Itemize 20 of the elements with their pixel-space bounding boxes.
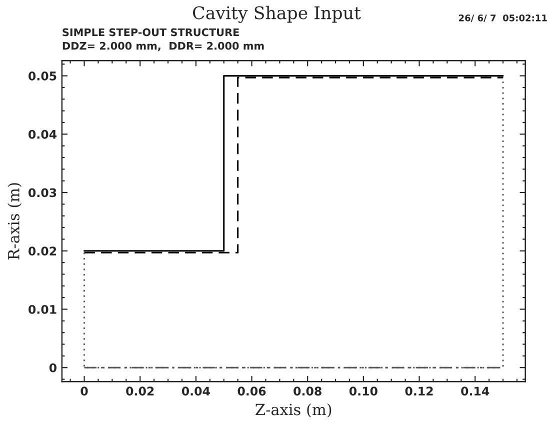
chart-subtitle: SIMPLE STEP-OUT STRUCTURE [62, 28, 239, 36]
x-tick-label: 0.02 [126, 386, 154, 396]
text: DDZ= 2.000 mm, DDR= 2.000 mm [62, 42, 264, 52]
y-tick-label: 0.05 [28, 72, 56, 80]
x-tick-label: 0.06 [238, 386, 266, 396]
x-tick-label: 0.04 [182, 386, 210, 396]
x-tick-label: 0.14 [461, 386, 490, 396]
x-axis-title: Z-axis (m) [256, 403, 332, 418]
y-tick-label: 0.03 [28, 188, 56, 198]
y-tick-label: 0.04 [28, 130, 57, 139]
y-axis-title: R-axis (m) [8, 183, 22, 260]
x-tick-label: 0.10 [349, 386, 378, 396]
x-tick-label: 0 [80, 386, 88, 396]
y-tick-label: 0 [49, 363, 57, 372]
y-tick-label: 0.01 [28, 304, 56, 314]
x-tick-label: 0.08 [294, 386, 322, 396]
x-tick-label: 0.12 [405, 386, 433, 396]
y-tick-label: 0.02 [28, 246, 56, 256]
text: 26/ 6/ 7 05:02:11 [458, 14, 547, 22]
chart-title: Cavity Shape Input [193, 6, 361, 23]
